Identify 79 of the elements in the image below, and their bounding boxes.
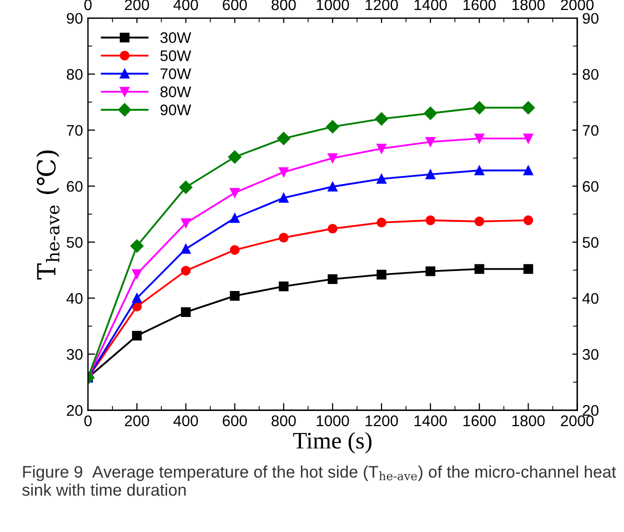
point: [426, 215, 436, 226]
point: [230, 213, 240, 223]
point: [328, 182, 338, 192]
point: [376, 144, 386, 154]
legend-label: 30W: [160, 32, 192, 44]
point: [132, 269, 142, 279]
point: [522, 101, 535, 114]
point: [180, 266, 191, 276]
y-tick-label: 90: [66, 12, 83, 24]
y2-tick-label: 60: [582, 180, 598, 192]
point: [426, 266, 436, 276]
point: [426, 137, 436, 147]
point: [277, 132, 290, 146]
y-tick-label: 20: [66, 405, 83, 416]
point: [374, 112, 388, 126]
point: [328, 153, 338, 163]
point: [376, 174, 386, 184]
point: [426, 170, 436, 180]
point: [376, 218, 386, 228]
x-tick-label: 1000: [316, 415, 349, 426]
point: [278, 193, 289, 203]
point: [376, 270, 386, 280]
point: [130, 239, 144, 253]
point: [278, 232, 289, 243]
x-tick-label: 600: [222, 415, 247, 426]
point: [328, 274, 338, 284]
point: [230, 245, 240, 255]
point: [523, 134, 534, 144]
y2-tick-label: 20: [582, 405, 598, 416]
legend-label: 80W: [160, 86, 192, 98]
point: [523, 264, 534, 274]
point: [474, 264, 484, 274]
x-axis-title: Time (s): [293, 432, 372, 454]
x-tick-label: 2000: [560, 415, 594, 426]
y2-tick-label: 70: [582, 124, 598, 136]
point: [180, 244, 191, 254]
point: [474, 216, 484, 226]
point: [424, 106, 438, 120]
point: [523, 215, 534, 226]
y2-tick-label: 80: [582, 68, 598, 80]
point: [179, 180, 192, 194]
point: [278, 282, 289, 292]
point: [278, 167, 289, 177]
x-tick-label: 800: [272, 415, 296, 426]
point: [326, 120, 340, 134]
legend-label: 90W: [160, 104, 192, 116]
point: [228, 150, 242, 164]
x-tick-label: 1400: [414, 415, 447, 426]
y-tick-label: 50: [66, 237, 83, 248]
y-tick-label: 40: [66, 293, 83, 304]
x-tick-label: 1200: [366, 415, 398, 426]
point: [132, 293, 142, 304]
point: [230, 188, 240, 198]
legend-label: 70W: [160, 68, 192, 80]
y-tick-label: 80: [66, 68, 83, 80]
point: [230, 291, 240, 301]
y-axis-title: T$_{he-ave}$ (℃): [36, 150, 60, 280]
point: [474, 134, 484, 144]
y-tick-label: 70: [66, 124, 83, 136]
point: [180, 307, 191, 318]
y2-tick-label: 50: [582, 237, 598, 248]
y-tick-label: 30: [66, 349, 83, 360]
point: [472, 101, 486, 114]
x-tick-label: 1600: [464, 415, 496, 426]
text: Figure 9 Average temperature of the hot side (T$_{he-ave}$) of the micro-channel heat sink with time duration: [22, 466, 616, 496]
x-tick-label: 1800: [512, 415, 545, 426]
point: [523, 166, 534, 176]
y2-tick-label: 90: [582, 12, 598, 24]
point: [132, 330, 142, 341]
legend-label: 50W: [160, 50, 192, 62]
point: [180, 218, 191, 228]
x-tick-label: 200: [124, 415, 150, 426]
x-tick-label: 400: [173, 415, 198, 426]
y-tick-label: 60: [66, 180, 83, 192]
point: [328, 224, 338, 234]
point: [474, 166, 484, 176]
y2-tick-label: 40: [582, 293, 598, 304]
y2-tick-label: 30: [582, 349, 598, 360]
x-tick-label: 0: [84, 415, 92, 426]
